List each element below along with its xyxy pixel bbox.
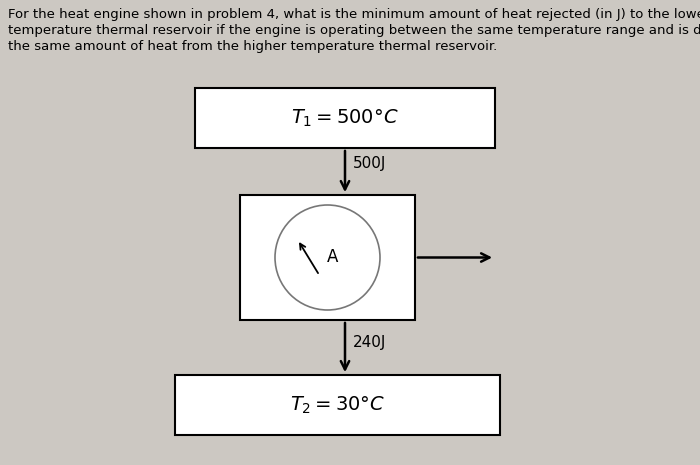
Text: 240J: 240J [353,335,386,350]
Text: For the heat engine shown in problem 4, what is the minimum amount of heat rejec: For the heat engine shown in problem 4, … [8,8,700,21]
Text: temperature thermal reservoir if the engine is operating between the same temper: temperature thermal reservoir if the eng… [8,24,700,37]
Text: the same amount of heat from the higher temperature thermal reservoir.: the same amount of heat from the higher … [8,40,497,53]
Text: 500J: 500J [353,156,386,171]
Text: A: A [327,248,338,266]
Text: $T_2 = 30°C$: $T_2 = 30°C$ [290,394,385,416]
Bar [240,195,415,320]
Bar [195,88,495,148]
Text: $T_1 = 500°C$: $T_1 = 500°C$ [291,107,399,129]
Bar [175,375,500,435]
Circle shape [275,205,380,310]
